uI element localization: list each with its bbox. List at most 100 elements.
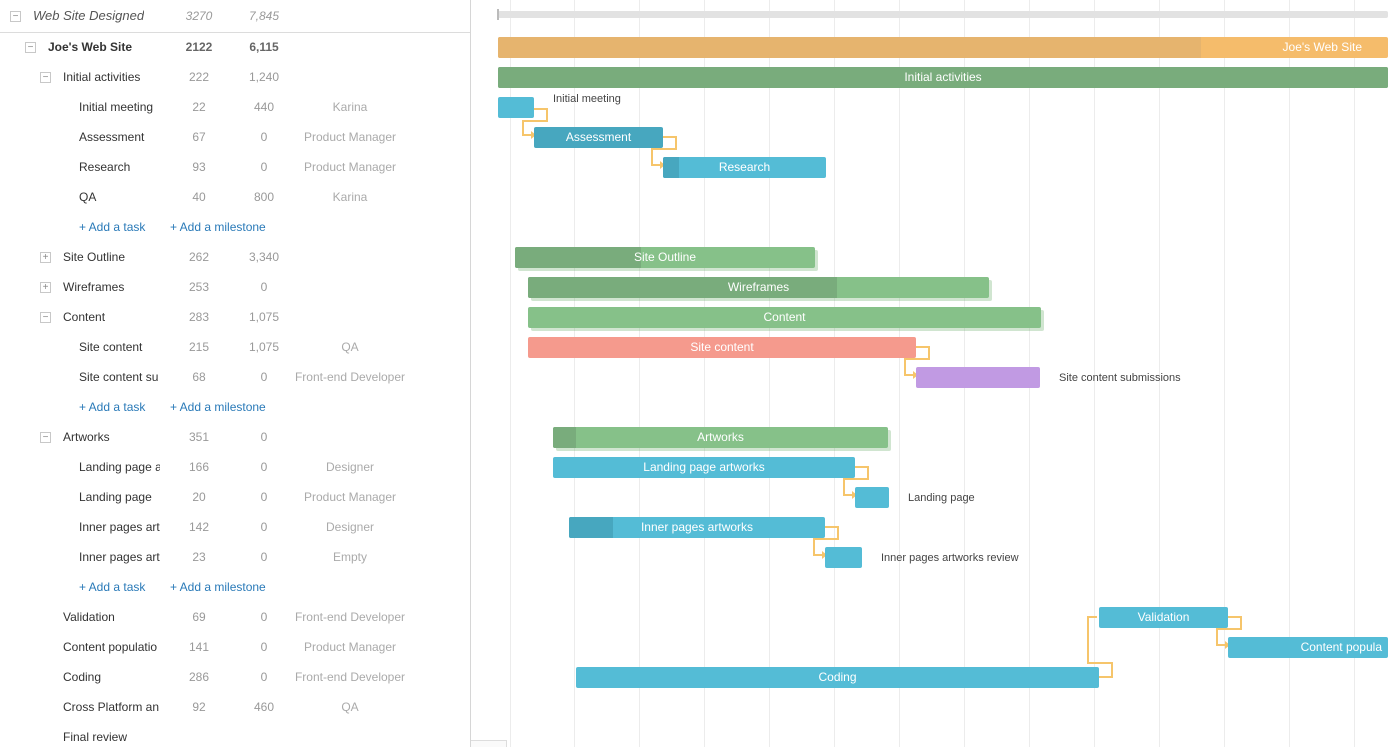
expand-icon[interactable]: + <box>40 282 51 293</box>
task-bar[interactable]: Coding <box>576 667 1099 688</box>
task-row[interactable]: − Artworks 351 0 <box>0 422 470 452</box>
task-name: Artworks <box>63 430 110 444</box>
task-bar[interactable]: Joe's Web Site <box>498 37 1388 58</box>
task-row[interactable]: − Joe's Web Site 2122 6,115 <box>0 32 470 62</box>
task-bar[interactable] <box>825 547 862 568</box>
task-bar[interactable]: Wireframes <box>528 277 989 298</box>
collapse-icon[interactable]: − <box>40 432 51 443</box>
link-segment <box>1228 616 1240 618</box>
add-milestone-link[interactable]: + Add a milestone <box>170 220 266 234</box>
collapse-icon[interactable]: − <box>10 11 21 22</box>
task-row[interactable]: Research 93 0 Product Manager <box>0 152 470 182</box>
task-bar[interactable]: Inner pages artworks <box>569 517 825 538</box>
add-milestone-link[interactable]: + Add a milestone <box>170 400 266 414</box>
bar-label: Content <box>763 310 806 324</box>
link-segment <box>1111 662 1113 678</box>
task-bar[interactable]: Content popula <box>1228 637 1388 658</box>
task-assignee: Karina <box>332 100 368 114</box>
bar-progress <box>528 277 837 298</box>
task-row[interactable]: Site content 215 1,075 QA <box>0 332 470 362</box>
task-bar[interactable]: Site content <box>528 337 916 358</box>
task-cost: 0 <box>260 460 268 474</box>
link-segment <box>813 538 815 554</box>
task-bar[interactable]: Content <box>528 307 1041 328</box>
root-name: Web Site Designed <box>33 8 145 23</box>
bar-progress <box>498 67 1388 88</box>
link-segment <box>534 108 546 110</box>
add-row[interactable]: + Add a task + Add a milestone <box>0 572 470 602</box>
task-duration: 40 <box>192 190 206 204</box>
task-bar[interactable]: Initial activities <box>498 67 1388 88</box>
task-row[interactable]: Validation 69 0 Front-end Developer <box>0 602 470 632</box>
task-row[interactable]: QA 40 800 Karina <box>0 182 470 212</box>
task-row[interactable]: Cross Platform an 92 460 QA <box>0 692 470 722</box>
task-assignee: Designer <box>325 460 375 474</box>
collapse-icon[interactable]: − <box>40 312 51 323</box>
add-row[interactable]: + Add a task + Add a milestone <box>0 212 470 242</box>
task-bar[interactable] <box>916 367 1040 388</box>
task-row[interactable]: Inner pages art 23 0 Empty <box>0 542 470 572</box>
task-row[interactable]: − Initial activities 222 1,240 <box>0 62 470 92</box>
task-name: Cross Platform an <box>63 700 160 714</box>
side-label: Inner pages artworks review <box>881 552 1019 564</box>
task-row[interactable]: Content populatio 141 0 Product Manager <box>0 632 470 662</box>
link-segment <box>651 164 661 166</box>
link-segment <box>904 374 914 376</box>
task-bar[interactable] <box>855 487 889 508</box>
expand-icon[interactable]: + <box>40 252 51 263</box>
gridline <box>1354 0 1355 747</box>
task-row[interactable]: − Content 283 1,075 <box>0 302 470 332</box>
root-summary-bar[interactable] <box>498 11 1388 18</box>
task-name: Site Outline <box>63 250 126 264</box>
task-row[interactable]: Landing page a 166 0 Designer <box>0 452 470 482</box>
task-bar[interactable]: Landing page artworks <box>553 457 855 478</box>
task-name: Wireframes <box>63 280 125 294</box>
task-cost: 0 <box>260 160 268 174</box>
task-row[interactable]: Inner pages art 142 0 Designer <box>0 512 470 542</box>
grid-header-row[interactable]: − Web Site Designed 3270 7,845 <box>0 1 470 33</box>
task-row[interactable]: + Site Outline 262 3,340 <box>0 242 470 272</box>
collapse-icon[interactable]: − <box>40 72 51 83</box>
task-duration: 215 <box>188 340 210 354</box>
link-segment <box>916 346 928 348</box>
bar-label: Content popula <box>1300 640 1382 654</box>
add-task-link[interactable]: + Add a task <box>79 580 146 594</box>
task-row[interactable]: + Wireframes 253 0 <box>0 272 470 302</box>
collapse-icon[interactable]: − <box>25 42 36 53</box>
task-row[interactable]: Assessment 67 0 Product Manager <box>0 122 470 152</box>
bar-label: Validation <box>1137 610 1190 624</box>
task-bar[interactable] <box>498 97 534 118</box>
link-segment <box>904 358 906 374</box>
link-segment <box>928 346 930 358</box>
gridline <box>1224 0 1225 747</box>
add-milestone-link[interactable]: + Add a milestone <box>170 580 266 594</box>
add-task-link[interactable]: + Add a task <box>79 400 146 414</box>
link-segment <box>825 526 837 528</box>
bar-label: Joe's Web Site <box>1282 40 1362 54</box>
gridline <box>704 0 705 747</box>
task-bar[interactable]: Assessment <box>534 127 663 148</box>
task-row[interactable]: Site content su 68 0 Front-end Developer <box>0 362 470 392</box>
task-bar[interactable]: Site Outline <box>515 247 815 268</box>
task-row[interactable]: Final review <box>0 722 470 747</box>
task-assignee: QA <box>341 700 359 714</box>
add-task-link[interactable]: + Add a task <box>79 220 146 234</box>
task-name: Initial meeting <box>79 100 154 114</box>
task-row[interactable]: Landing page 20 0 Product Manager <box>0 482 470 512</box>
task-duration: 222 <box>188 70 210 84</box>
link-segment <box>522 134 532 136</box>
link-arrow <box>822 551 827 559</box>
add-row[interactable]: + Add a task + Add a milestone <box>0 392 470 422</box>
task-bar[interactable]: Research <box>663 157 826 178</box>
root-bar-handle[interactable] <box>497 9 499 20</box>
task-bar[interactable]: Artworks <box>553 427 888 448</box>
task-row[interactable]: Coding 286 0 Front-end Developer <box>0 662 470 692</box>
task-bar[interactable]: Validation <box>1099 607 1228 628</box>
task-row[interactable]: Initial meeting 22 440 Karina <box>0 92 470 122</box>
task-name: Coding <box>63 670 102 684</box>
gridline <box>1289 0 1290 747</box>
link-segment <box>1240 616 1242 628</box>
horizontal-scrollbar[interactable] <box>471 740 507 747</box>
task-duration: 23 <box>192 550 206 564</box>
task-cost: 3,340 <box>248 250 280 264</box>
